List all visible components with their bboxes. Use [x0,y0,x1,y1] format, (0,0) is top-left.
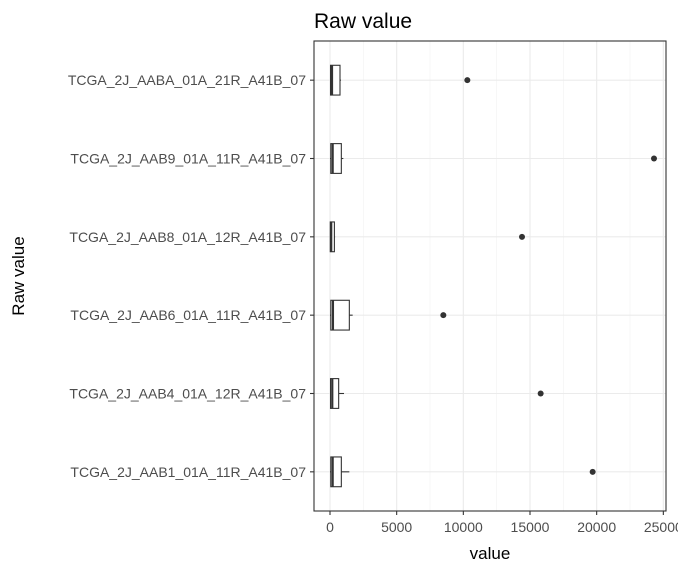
y-tick-label: TCGA_2J_AAB4_01A_12R_A41B_07 [69,386,306,402]
x-tick-label: 0 [326,519,334,535]
grid-layer [314,41,666,511]
outlier-point [537,390,544,397]
y-tick-label: TCGA_2J_AAB6_01A_11R_A41B_07 [70,307,306,323]
box-4 [330,299,447,331]
box-2 [330,143,657,174]
outlier-point [589,468,596,475]
box-iqr [330,456,342,488]
x-tick-label: 5000 [381,519,412,535]
y-tick-label: TCGA_2J_AAB9_01A_11R_A41B_07 [70,151,306,167]
outlier-point [651,155,657,162]
x-tick-label: 15000 [511,519,550,535]
axis-layer: TCGA_2J_AABA_01A_21R_A41B_07 TCGA_2J_AAB9… [68,72,678,535]
outlier-point [519,233,525,240]
x-axis-title: value [470,544,511,563]
box-1 [329,64,471,96]
y-tick-label: TCGA_2J_AABA_01A_21R_A41B_07 [68,72,306,88]
y-axis-title: Raw value [9,236,28,315]
box-iqr [329,378,340,409]
box-layer [329,64,657,488]
box-6 [330,456,596,488]
plot-panel-border [313,40,667,512]
box-iqr [330,143,342,174]
box-3 [329,221,525,253]
box-5 [329,378,544,409]
chart-title: Raw value [314,10,412,33]
x-tick-label: 25000 [644,519,678,535]
x-tick-label: 10000 [444,519,483,535]
y-tick-label: TCGA_2J_AAB1_01A_11R_A41B_07 [70,464,306,480]
box-iqr [329,64,341,96]
box-iqr [330,299,350,331]
x-tick-label: 20000 [577,519,616,535]
y-tick-label: TCGA_2J_AAB8_01A_12R_A41B_07 [69,229,306,245]
outlier-point [464,77,471,84]
outlier-point [440,312,447,319]
